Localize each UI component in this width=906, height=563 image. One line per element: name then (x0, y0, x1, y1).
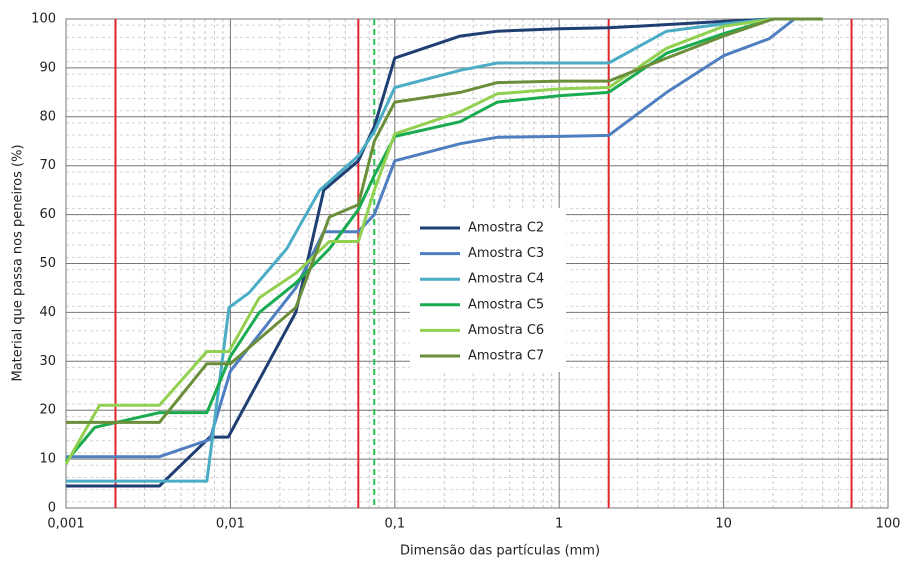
y-tick-label: 40 (39, 305, 56, 320)
legend-label: Amostra C6 (468, 323, 544, 338)
y-tick-label: 50 (39, 256, 56, 271)
series-line (66, 17, 823, 459)
legend-label: Amostra C3 (468, 246, 544, 261)
y-tick-label: 10 (39, 452, 56, 467)
x-tick-label: 100 (876, 517, 901, 532)
y-tick-label: 20 (39, 403, 56, 418)
series-line (64, 17, 823, 465)
legend-label: Amostra C4 (468, 272, 544, 287)
legend-label: Amostra C5 (468, 297, 544, 312)
series-line (66, 17, 774, 488)
x-tick-label: 0,01 (216, 517, 245, 532)
y-tick-label: 0 (48, 501, 56, 516)
y-tick-label: 70 (39, 158, 56, 173)
y-tick-label: 30 (39, 354, 56, 369)
legend-label: Amostra C7 (468, 349, 544, 364)
series-line (64, 17, 823, 463)
plot-frame (65, 18, 889, 509)
legend-label: Amostra C2 (468, 221, 544, 236)
x-tick-label: 1 (555, 517, 563, 532)
legend-box (410, 208, 566, 372)
y-tick-label: 60 (39, 207, 56, 222)
series-line (66, 17, 823, 483)
y-axis-label: Material que passa nos peneiros (%) (11, 144, 26, 381)
x-axis-label: Dimensão das partículas (mm) (400, 544, 600, 559)
x-tick-label: 0,001 (47, 517, 84, 532)
y-tick-label: 100 (31, 12, 56, 27)
x-tick-label: 0,1 (384, 517, 405, 532)
y-tick-label: 90 (39, 60, 56, 75)
x-tick-label: 10 (715, 517, 732, 532)
y-tick-label: 80 (39, 109, 56, 124)
series-line (66, 17, 823, 424)
